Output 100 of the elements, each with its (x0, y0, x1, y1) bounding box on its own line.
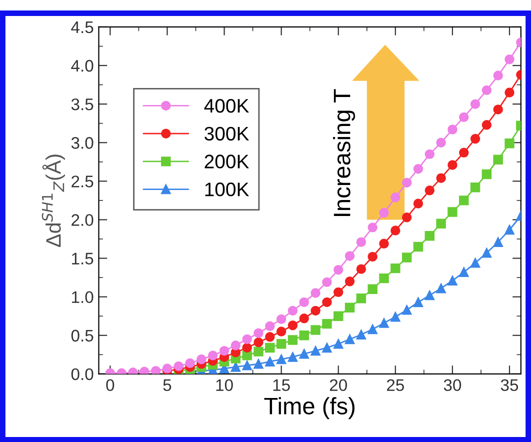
point (254, 337, 264, 348)
point (493, 237, 503, 247)
point (482, 169, 492, 180)
point (242, 360, 252, 370)
point (299, 314, 309, 324)
point (482, 85, 492, 96)
point (356, 237, 366, 247)
point (265, 342, 275, 353)
point (288, 335, 298, 345)
y-tick-label: 2.5 (72, 176, 94, 188)
point (470, 134, 480, 144)
point (424, 149, 434, 160)
x-tick-label: 15 (273, 379, 290, 392)
point (299, 330, 309, 340)
point (504, 88, 514, 98)
y-tick-label: 2.0 (72, 214, 94, 226)
point (448, 124, 458, 134)
point (356, 330, 366, 340)
point (402, 252, 412, 262)
point (448, 276, 458, 286)
point (299, 349, 309, 359)
point (254, 346, 264, 356)
point (288, 320, 298, 330)
point (265, 332, 275, 342)
point (140, 366, 150, 374)
point (344, 276, 355, 286)
point (482, 120, 492, 130)
point (299, 297, 309, 308)
point (322, 297, 332, 308)
point (310, 325, 320, 335)
y-tick-label: 4.0 (71, 60, 94, 72)
legend-label: 400K (204, 98, 250, 113)
point (459, 148, 469, 158)
point (413, 164, 424, 174)
point (265, 321, 275, 331)
point (230, 362, 241, 372)
x-axis-title: Time (fs) (264, 397, 354, 420)
y-tick-label: 1.0 (72, 291, 94, 304)
point (242, 350, 252, 360)
point (504, 54, 514, 64)
legend-label: 100K (205, 182, 250, 196)
point (493, 70, 503, 80)
point (230, 340, 241, 350)
point (356, 294, 366, 304)
point (254, 359, 264, 369)
point (208, 350, 218, 360)
point (368, 324, 378, 334)
point (310, 288, 320, 298)
point (322, 318, 332, 329)
point (504, 224, 514, 235)
point (470, 182, 480, 192)
point (288, 352, 298, 362)
point (196, 354, 206, 364)
point (379, 318, 389, 328)
point (424, 231, 434, 241)
x-tick-label: 10 (216, 379, 233, 392)
point (344, 334, 355, 344)
point (265, 356, 275, 366)
point (436, 173, 446, 183)
point (185, 358, 195, 368)
point (310, 306, 320, 316)
point (276, 339, 286, 349)
point (310, 346, 320, 356)
point (470, 99, 480, 109)
point (334, 311, 344, 321)
point (390, 192, 400, 202)
point (390, 226, 400, 236)
point (424, 186, 434, 196)
point (436, 138, 446, 148)
point (368, 284, 378, 294)
point (402, 305, 412, 315)
point (254, 328, 264, 338)
point (344, 302, 355, 312)
x-tick-label: 0 (106, 379, 114, 392)
point (150, 366, 161, 374)
point (413, 297, 424, 308)
point (379, 238, 389, 248)
point (436, 283, 446, 294)
legend-label: 300K (204, 126, 250, 141)
point (334, 264, 344, 275)
point (368, 222, 378, 232)
point (448, 207, 458, 217)
x-tick-label: 5 (163, 379, 172, 392)
point (276, 314, 286, 324)
point (334, 339, 344, 349)
point (368, 252, 378, 262)
legend-label: 200K (204, 154, 250, 168)
point (390, 263, 400, 274)
x-tick-label: 20 (330, 379, 347, 392)
point (402, 178, 412, 188)
point (459, 112, 469, 122)
point (482, 248, 492, 258)
y-tick-label: 3.5 (71, 98, 94, 110)
point (436, 218, 446, 228)
y-axis-title: Δd$^{SH1}$$_{Z}$(Å) (42, 154, 65, 248)
point (459, 267, 469, 278)
point (242, 334, 252, 344)
point (504, 138, 514, 148)
point (344, 251, 355, 261)
point (390, 312, 400, 322)
